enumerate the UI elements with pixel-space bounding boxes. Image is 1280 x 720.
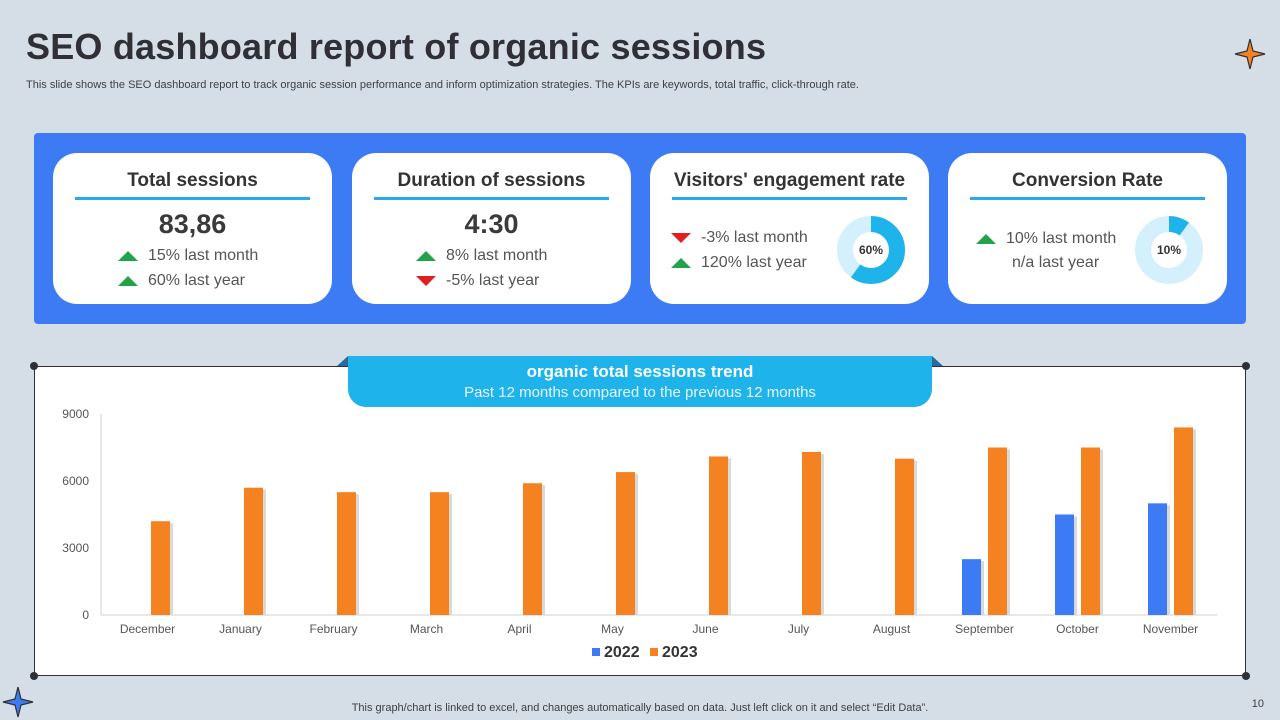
chart-title: organic total sessions trend xyxy=(526,362,754,381)
kpi-value: 83,86 xyxy=(158,209,227,239)
kpi-change-month: -3% last month xyxy=(671,229,808,247)
gauge-label: 60% xyxy=(859,243,883,257)
up-arrow-icon xyxy=(118,251,138,261)
bar-2023-june xyxy=(709,456,728,615)
conversion-gauge: 10% xyxy=(1135,216,1203,284)
four-point-star-icon xyxy=(1234,38,1266,70)
bar-chart[interactable]: 0 3000 6000 9000 December January February Marc… xyxy=(35,367,1247,677)
down-arrow-icon xyxy=(671,233,691,243)
x-tick-label: December xyxy=(120,622,175,636)
kpi-card-duration-of-sessions: Duration of sessions 4:30 8% last month … xyxy=(352,153,631,304)
x-tick-label: March xyxy=(410,622,443,636)
bar-2023-december xyxy=(151,521,170,615)
kpi-divider xyxy=(374,197,609,200)
kpi-change-year: 120% last year xyxy=(671,254,807,272)
bar-2023-january xyxy=(244,487,263,615)
y-tick-label: 9000 xyxy=(62,407,89,421)
footer-note: This graph/chart is linked to excel, and… xyxy=(351,702,929,714)
kpi-title: Total sessions xyxy=(127,170,258,191)
x-tick-label: May xyxy=(601,622,624,636)
kpi-divider xyxy=(970,197,1205,200)
x-tick-label: June xyxy=(692,622,718,636)
header-notch xyxy=(337,356,348,366)
kpi-value: 4:30 xyxy=(464,209,519,239)
chart-header: organic total sessions trend Past 12 mon… xyxy=(337,356,943,407)
bar-2022-october xyxy=(1055,514,1074,615)
corner-dot xyxy=(30,362,38,370)
bar-2023-september xyxy=(988,447,1007,615)
corner-dot xyxy=(1242,362,1250,370)
kpi-change-month: 15% last month xyxy=(118,247,258,265)
down-arrow-icon xyxy=(416,276,436,286)
kpi-divider xyxy=(75,197,310,200)
y-tick-label: 0 xyxy=(82,608,89,622)
bar-2023-july xyxy=(802,451,821,615)
chart-panel[interactable]: 0 3000 6000 9000 December January February Marc… xyxy=(34,366,1246,676)
x-tick-label: July xyxy=(788,622,809,636)
page-number: 10 xyxy=(1251,698,1264,710)
kpi-change-year: -5% last year xyxy=(416,272,539,290)
kpi-change-year: n/a last year xyxy=(1012,254,1100,271)
x-tick-label: April xyxy=(507,622,531,636)
bar-2023-october xyxy=(1081,447,1100,615)
gauge-label: 10% xyxy=(1157,243,1181,257)
bar-2023-may xyxy=(616,472,635,615)
kpi-change-month: 8% last month xyxy=(416,247,547,265)
bar-2022-september xyxy=(962,559,981,615)
kpi-card-total-sessions: Total sessions 83,86 15% last month 60% … xyxy=(53,153,332,304)
x-tick-label: October xyxy=(1056,622,1099,636)
kpi-title: Duration of sessions xyxy=(397,170,586,191)
slide-subtitle: This slide shows the SEO dashboard repor… xyxy=(26,79,859,91)
x-tick-label: August xyxy=(873,622,911,636)
up-arrow-icon xyxy=(976,234,996,244)
x-tick-label: February xyxy=(309,622,357,636)
four-point-star-icon xyxy=(2,686,34,718)
engagement-gauge: 60% xyxy=(837,216,905,284)
x-tick-label: September xyxy=(955,622,1014,636)
y-tick-label: 6000 xyxy=(62,474,89,488)
legend-label-2023: 2023 xyxy=(662,644,698,661)
header-notch xyxy=(932,356,943,366)
kpi-card-visitors-engagement-rate: Visitors' engagement rate -3% last month… xyxy=(650,153,929,304)
bar-2023-august xyxy=(895,458,914,615)
bar-2023-november xyxy=(1174,427,1193,615)
kpi-card-conversion-rate: Conversion Rate 10% last month n/a last … xyxy=(948,153,1227,304)
legend-swatch-2023 xyxy=(650,648,658,656)
x-tick-label: November xyxy=(1143,622,1198,636)
corner-dot xyxy=(30,672,38,680)
legend-label-2022: 2022 xyxy=(604,644,640,661)
slide-title: SEO dashboard report of organic sessions xyxy=(26,26,767,67)
x-tick-label: January xyxy=(219,622,262,636)
bar-2022-november xyxy=(1148,503,1167,615)
up-arrow-icon xyxy=(671,258,691,268)
kpi-change-year: 60% last year xyxy=(118,272,245,290)
kpi-divider xyxy=(672,197,907,200)
chart-subtitle: Past 12 months compared to the previous … xyxy=(464,384,816,401)
bar-2023-march xyxy=(430,492,449,615)
legend-swatch-2022 xyxy=(592,648,600,656)
kpi-title: Conversion Rate xyxy=(1012,170,1163,191)
bar-2023-april xyxy=(523,483,542,615)
kpi-title: Visitors' engagement rate xyxy=(673,170,906,191)
y-tick-label: 3000 xyxy=(62,541,89,555)
up-arrow-icon xyxy=(416,251,436,261)
bar-2023-february xyxy=(337,492,356,615)
kpi-change-month: 10% last month xyxy=(976,230,1116,248)
kpi-band: Total sessions 83,86 15% last month 60% … xyxy=(34,133,1246,324)
up-arrow-icon xyxy=(118,276,138,286)
corner-dot xyxy=(1242,672,1250,680)
